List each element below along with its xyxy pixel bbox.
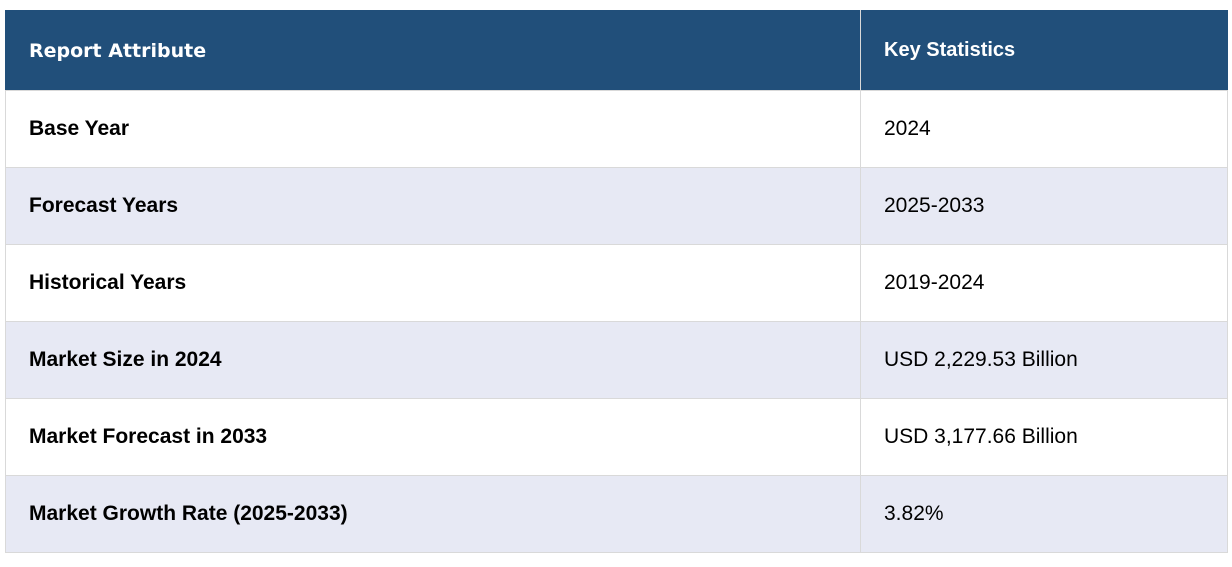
table-row: Historical Years 2019-2024 — [5, 244, 1228, 322]
header-key-statistics: Key Statistics — [860, 10, 1228, 91]
report-statistics-table: Report Attribute Key Statistics Base Yea… — [5, 10, 1228, 553]
report-table-container: Report Attribute Key Statistics Base Yea… — [5, 10, 1228, 553]
row-attribute: Market Size in 2024 — [5, 321, 861, 399]
row-value: 2024 — [860, 90, 1228, 168]
table-row: Market Growth Rate (2025-2033) 3.82% — [5, 475, 1228, 553]
header-report-attribute: Report Attribute — [5, 10, 861, 91]
row-value: 2019-2024 — [860, 244, 1228, 322]
row-attribute: Market Growth Rate (2025-2033) — [5, 475, 861, 553]
row-attribute: Forecast Years — [5, 167, 861, 245]
row-value: USD 2,229.53 Billion — [860, 321, 1228, 399]
table-row: Forecast Years 2025-2033 — [5, 167, 1228, 245]
table-row: Market Size in 2024 USD 2,229.53 Billion — [5, 321, 1228, 399]
row-value: USD 3,177.66 Billion — [860, 398, 1228, 476]
row-attribute: Base Year — [5, 90, 861, 168]
row-value: 3.82% — [860, 475, 1228, 553]
table-row: Market Forecast in 2033 USD 3,177.66 Bil… — [5, 398, 1228, 476]
table-row: Base Year 2024 — [5, 90, 1228, 168]
row-attribute: Historical Years — [5, 244, 861, 322]
row-value: 2025-2033 — [860, 167, 1228, 245]
row-attribute: Market Forecast in 2033 — [5, 398, 861, 476]
table-header-row: Report Attribute Key Statistics — [5, 10, 1228, 91]
